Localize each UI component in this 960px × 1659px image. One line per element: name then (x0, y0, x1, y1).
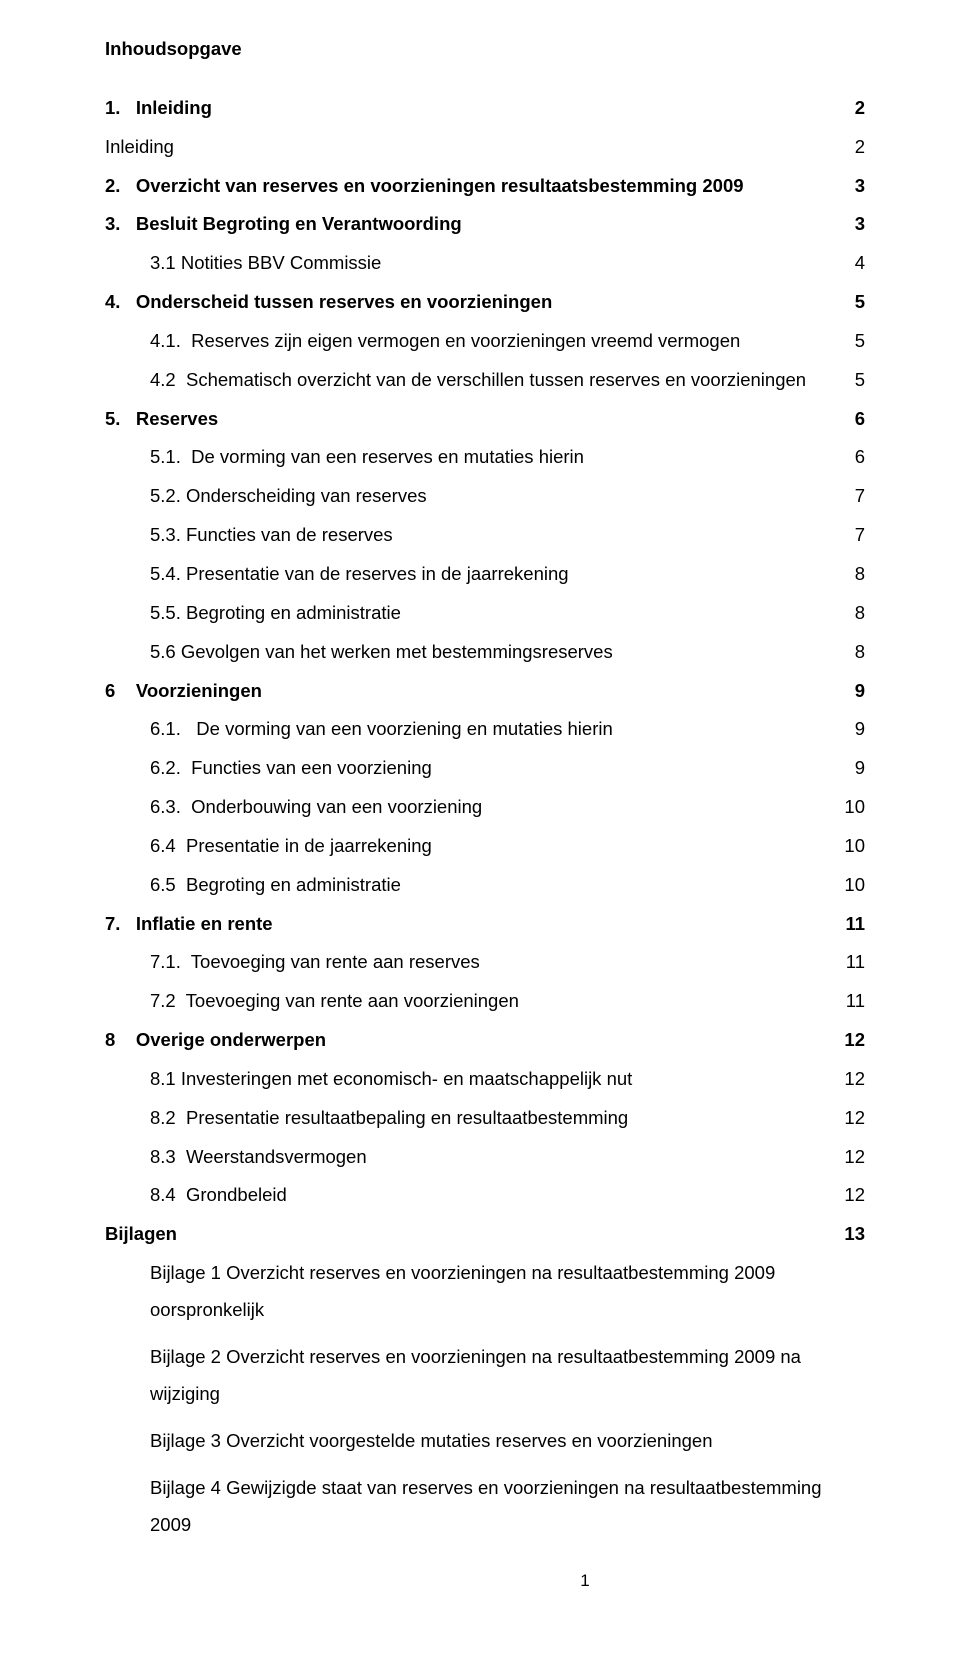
toc-entry: 8.4 Grondbeleid 12 (105, 1176, 865, 1215)
page-number: 1 (105, 1563, 960, 1599)
toc-entry-label: 7. Inflatie en rente (105, 905, 273, 944)
toc-entry-label: 6.1. De vorming van een voorziening en m… (150, 710, 613, 749)
toc-entry-page: 11 (836, 982, 865, 1021)
toc-entry-label: 4.1. Reserves zijn eigen vermogen en voo… (150, 322, 740, 361)
toc-entry-page: 3 (845, 205, 865, 244)
toc-entry-label: Inleiding (105, 128, 174, 167)
toc-entry-label: 6.5 Begroting en administratie (150, 866, 401, 905)
toc-entry: 6.2. Functies van een voorziening 9 (105, 749, 865, 788)
toc-entry-page: 10 (834, 788, 865, 827)
toc-entry: 6.3. Onderbouwing van een voorziening 10 (105, 788, 865, 827)
toc-entry-page: 7 (845, 477, 865, 516)
toc-entry: 5. Reserves 6 (105, 400, 865, 439)
bijlagen-container: Bijlage 1 Overzicht reserves en voorzien… (105, 1254, 865, 1543)
toc-entry-label: 7.1. Toevoeging van rente aan reserves (150, 943, 480, 982)
toc-entry-label: 4. Onderscheid tussen reserves en voorzi… (105, 283, 552, 322)
toc-entry-page: 9 (845, 749, 865, 788)
toc-entry: 5.5. Begroting en administratie 8 (105, 594, 865, 633)
toc-container: 1. Inleiding 2 Inleiding 2 2. Overzicht van … (105, 89, 865, 1254)
toc-entry-page: 8 (845, 555, 865, 594)
toc-entry: 4.2 Schematisch overzicht van de verschi… (105, 361, 865, 400)
toc-entry-label: 5.2. Onderscheiding van reserves (150, 477, 427, 516)
toc-entry-page: 8 (845, 594, 865, 633)
toc-entry: 8.3 Weerstandsvermogen 12 (105, 1138, 865, 1177)
toc-entry-page: 4 (845, 244, 865, 283)
toc-entry: 5.1. De vorming van een reserves en muta… (105, 438, 865, 477)
toc-entry-label: 6 Voorzieningen (105, 672, 262, 711)
toc-entry-page: 2 (845, 128, 865, 167)
toc-entry-label: 6.3. Onderbouwing van een voorziening (150, 788, 482, 827)
toc-entry-page: 6 (845, 438, 865, 477)
toc-entry: 1. Inleiding 2 (105, 89, 865, 128)
toc-entry: 8.2 Presentatie resultaatbepaling en res… (105, 1099, 865, 1138)
bijlage-entry: Bijlage 2 Overzicht reserves en voorzien… (105, 1338, 865, 1412)
toc-entry: 4.1. Reserves zijn eigen vermogen en voo… (105, 322, 865, 361)
toc-entry-label: 8 Overige onderwerpen (105, 1021, 326, 1060)
toc-entry-page: 12 (834, 1176, 865, 1215)
toc-entry-label: 8.4 Grondbeleid (150, 1176, 287, 1215)
toc-entry-label: 5.5. Begroting en administratie (150, 594, 401, 633)
toc-entry-label: 6.2. Functies van een voorziening (150, 749, 432, 788)
toc-entry-page: 12 (834, 1099, 865, 1138)
toc-entry-label: 5.3. Functies van de reserves (150, 516, 393, 555)
toc-entry-page: 11 (836, 943, 865, 982)
toc-title: Inhoudsopgave (105, 30, 865, 69)
toc-entry-label: 8.1 Investeringen met economisch- en maa… (150, 1060, 632, 1099)
toc-entry-label: 8.3 Weerstandsvermogen (150, 1138, 367, 1177)
toc-entry-label: Bijlagen (105, 1215, 177, 1254)
toc-entry-page: 8 (845, 633, 865, 672)
toc-entry-page: 5 (845, 361, 865, 400)
toc-entry-page: 12 (834, 1138, 865, 1177)
toc-entry-label: 7.2 Toevoeging van rente aan voorziening… (150, 982, 519, 1021)
toc-entry-page: 13 (834, 1215, 865, 1254)
toc-entry-label: 1. Inleiding (105, 89, 212, 128)
toc-entry-page: 12 (834, 1021, 865, 1060)
bijlage-entry: Bijlage 4 Gewijzigde staat van reserves … (105, 1469, 865, 1543)
toc-entry-page: 12 (834, 1060, 865, 1099)
toc-entry-label: 8.2 Presentatie resultaatbepaling en res… (150, 1099, 628, 1138)
toc-entry-label: 5.1. De vorming van een reserves en muta… (150, 438, 584, 477)
toc-entry-page: 11 (835, 905, 865, 944)
toc-entry: 5.4. Presentatie van de reserves in de j… (105, 555, 865, 594)
toc-entry: 6.1. De vorming van een voorziening en m… (105, 710, 865, 749)
toc-entry-page: 9 (845, 710, 865, 749)
toc-entry: Bijlagen 13 (105, 1215, 865, 1254)
toc-entry-label: 3.1 Notities BBV Commissie (150, 244, 381, 283)
toc-entry: 3.1 Notities BBV Commissie 4 (105, 244, 865, 283)
toc-entry-page: 3 (845, 167, 865, 206)
toc-entry: 3. Besluit Begroting en Verantwoording 3 (105, 205, 865, 244)
bijlage-entry: Bijlage 3 Overzicht voorgestelde mutatie… (105, 1422, 865, 1459)
toc-entry-page: 6 (845, 400, 865, 439)
toc-entry-label: 6.4 Presentatie in de jaarrekening (150, 827, 432, 866)
toc-entry-page: 2 (845, 89, 865, 128)
toc-entry-label: 2. Overzicht van reserves en voorziening… (105, 167, 744, 206)
toc-entry-page: 9 (845, 672, 865, 711)
toc-entry: 7. Inflatie en rente 11 (105, 905, 865, 944)
toc-entry: 7.1. Toevoeging van rente aan reserves 11 (105, 943, 865, 982)
toc-entry: 5.6 Gevolgen van het werken met bestemmi… (105, 633, 865, 672)
toc-entry-label: 5.4. Presentatie van de reserves in de j… (150, 555, 569, 594)
toc-entry-page: 10 (834, 866, 865, 905)
toc-entry-page: 10 (834, 827, 865, 866)
bijlage-entry: Bijlage 1 Overzicht reserves en voorzien… (105, 1254, 865, 1328)
toc-entry-label: 5.6 Gevolgen van het werken met bestemmi… (150, 633, 613, 672)
toc-entry: 6.5 Begroting en administratie 10 (105, 866, 865, 905)
toc-entry: 8 Overige onderwerpen 12 (105, 1021, 865, 1060)
toc-entry-page: 7 (845, 516, 865, 555)
toc-entry: 5.3. Functies van de reserves 7 (105, 516, 865, 555)
toc-entry-page: 5 (845, 322, 865, 361)
toc-entry: 6.4 Presentatie in de jaarrekening 10 (105, 827, 865, 866)
toc-entry: Inleiding 2 (105, 128, 865, 167)
toc-entry: 5.2. Onderscheiding van reserves 7 (105, 477, 865, 516)
toc-entry-label: 5. Reserves (105, 400, 218, 439)
toc-entry-label: 3. Besluit Begroting en Verantwoording (105, 205, 462, 244)
toc-entry: 2. Overzicht van reserves en voorziening… (105, 167, 865, 206)
toc-entry-label: 4.2 Schematisch overzicht van de verschi… (150, 361, 806, 400)
toc-entry: 8.1 Investeringen met economisch- en maa… (105, 1060, 865, 1099)
toc-entry: 7.2 Toevoeging van rente aan voorziening… (105, 982, 865, 1021)
toc-entry: 4. Onderscheid tussen reserves en voorzi… (105, 283, 865, 322)
toc-entry: 6 Voorzieningen 9 (105, 672, 865, 711)
toc-entry-page: 5 (845, 283, 865, 322)
